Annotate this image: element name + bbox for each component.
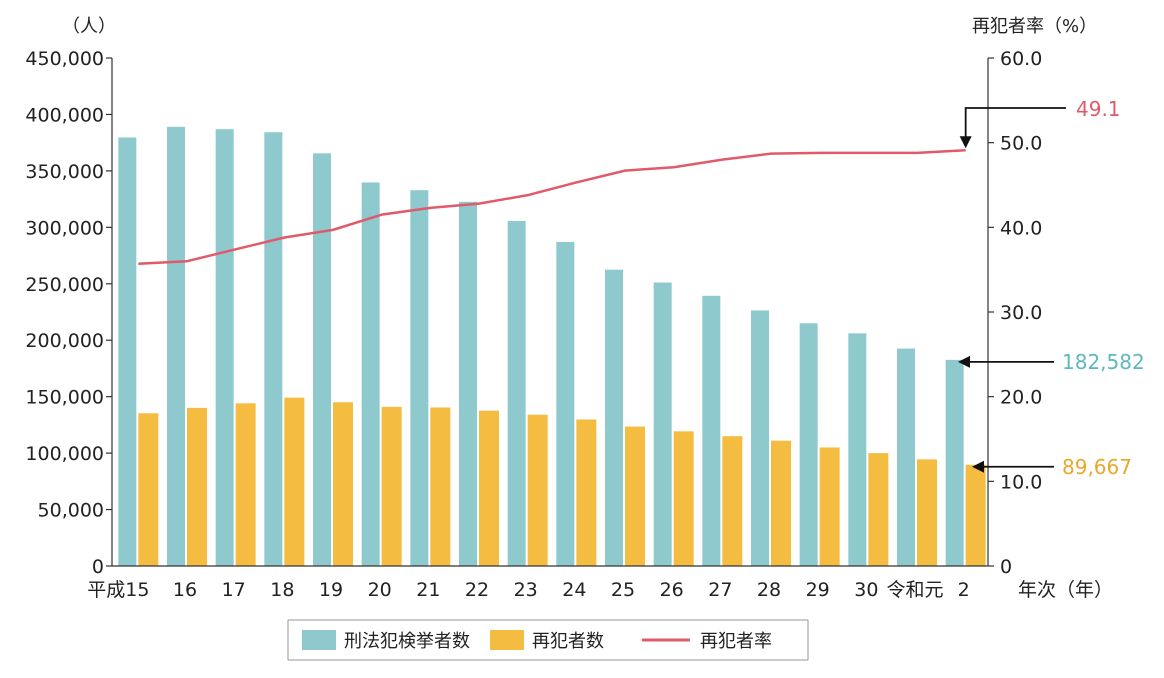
bar-arrests-5 bbox=[361, 182, 380, 566]
bar-reoffenders-0 bbox=[138, 413, 159, 566]
right-tick-label: 60.0 bbox=[1000, 48, 1042, 70]
left-tick-label: 450,000 bbox=[25, 48, 104, 70]
legend-label-arrests: 刑法犯検挙者数 bbox=[344, 631, 470, 652]
annotation-arrowhead-arrests bbox=[958, 355, 970, 368]
bar-reoffenders-12 bbox=[722, 436, 743, 566]
bar-arrests-6 bbox=[410, 190, 429, 567]
left-tick-label: 200,000 bbox=[25, 330, 104, 352]
legend-box bbox=[287, 619, 809, 661]
right-tick-label: 10.0 bbox=[1000, 471, 1042, 493]
annotation-arrowhead-reoffenders bbox=[972, 460, 984, 473]
bar-arrests-13 bbox=[751, 310, 769, 566]
right-tick-label: 20.0 bbox=[1000, 387, 1042, 409]
bar-reoffenders-7 bbox=[479, 410, 499, 566]
right-tick-labels: 0 10.0 20.0 30.0 40.0 50.0 60.0 bbox=[988, 48, 1042, 578]
left-tick-label: 100,000 bbox=[25, 443, 104, 465]
left-axis-unit: （人） bbox=[62, 16, 116, 37]
x-tick-label: 16 bbox=[173, 579, 197, 601]
annotations-layer: 49.1 182,582 89,667 bbox=[958, 97, 1145, 479]
bar-reoffenders-13 bbox=[771, 440, 791, 566]
x-axis-label: 年次（年） bbox=[1018, 579, 1113, 601]
bar-reoffenders-4 bbox=[333, 402, 353, 566]
right-tick-label: 0 bbox=[1000, 556, 1012, 578]
bar-arrests-16 bbox=[897, 348, 915, 566]
bar-arrests-2 bbox=[215, 129, 234, 566]
right-tick-label: 30.0 bbox=[1000, 302, 1042, 324]
left-tick-label: 300,000 bbox=[25, 217, 104, 239]
bar-reoffenders-16 bbox=[917, 459, 937, 566]
x-tick-label: 平成15 bbox=[87, 579, 149, 601]
bar-reoffenders-1 bbox=[187, 407, 207, 566]
bar-arrests-7 bbox=[459, 201, 477, 567]
bar-arrests-8 bbox=[507, 220, 526, 566]
bar-reoffenders-3 bbox=[284, 397, 305, 566]
bar-arrests-3 bbox=[264, 132, 283, 567]
x-tick-label: 25 bbox=[611, 579, 635, 601]
bar-arrests-12 bbox=[702, 295, 721, 566]
legend-swatch-arrests bbox=[302, 630, 336, 650]
bar-arrests-1 bbox=[167, 126, 185, 567]
annotation-arrests-value: 182,582 bbox=[1062, 350, 1145, 374]
x-tick-label: 18 bbox=[270, 579, 294, 601]
right-tick-label: 50.0 bbox=[1000, 133, 1042, 155]
bar-arrests-0 bbox=[118, 137, 137, 566]
bar-reoffenders-2 bbox=[235, 403, 256, 566]
bar-arrests-17 bbox=[945, 359, 964, 566]
annotation-arrowhead-rate bbox=[959, 136, 972, 149]
left-tick-label: 350,000 bbox=[25, 161, 104, 183]
bar-reoffenders-15 bbox=[868, 453, 889, 566]
left-tick-label: 0 bbox=[92, 556, 104, 578]
x-tick-label: 令和元 bbox=[886, 579, 943, 601]
x-tick-labels: 平成15 16 17 18 19 20 21 22 23 24 25 26 27 28 29 30 令和元 2 bbox=[87, 579, 969, 601]
x-tick-label: 22 bbox=[465, 579, 489, 601]
legend-swatch-reoffenders bbox=[490, 630, 524, 650]
x-tick-label: 24 bbox=[562, 579, 586, 601]
annotation-rate-value: 49.1 bbox=[1076, 97, 1121, 121]
x-tick-label: 20 bbox=[368, 579, 392, 601]
bar-arrests-11 bbox=[653, 282, 672, 566]
legend: 刑法犯検挙者数 再犯者数 再犯者率 bbox=[287, 619, 809, 661]
bar-reoffenders-17 bbox=[965, 464, 986, 566]
bars-layer bbox=[118, 126, 986, 567]
bar-reoffenders-8 bbox=[527, 414, 548, 566]
bar-reoffenders-6 bbox=[430, 407, 451, 566]
x-tick-label: 17 bbox=[222, 579, 246, 601]
x-tick-label: 2 bbox=[958, 579, 970, 601]
right-tick-label: 40.0 bbox=[1000, 217, 1042, 239]
bar-reoffenders-5 bbox=[381, 406, 402, 566]
x-tick-label: 23 bbox=[514, 579, 538, 601]
bar-arrests-15 bbox=[848, 333, 867, 566]
bar-reoffenders-11 bbox=[673, 431, 694, 566]
x-tick-label: 19 bbox=[319, 579, 343, 601]
x-tick-label: 21 bbox=[416, 579, 440, 601]
legend-label-rate: 再犯者率 bbox=[700, 631, 772, 652]
left-tick-label: 250,000 bbox=[25, 274, 104, 296]
bar-arrests-14 bbox=[799, 323, 818, 566]
bar-arrests-4 bbox=[313, 153, 331, 566]
bar-arrests-10 bbox=[605, 269, 623, 566]
left-tick-label: 150,000 bbox=[25, 387, 104, 409]
rate-line bbox=[138, 149, 966, 265]
bar-arrests-9 bbox=[556, 241, 575, 567]
annotation-reoffenders-value: 89,667 bbox=[1062, 455, 1132, 479]
legend-label-reoffenders: 再犯者数 bbox=[532, 631, 604, 652]
bar-reoffenders-14 bbox=[819, 447, 840, 566]
x-tick-label: 28 bbox=[757, 579, 781, 601]
x-tick-label: 27 bbox=[708, 579, 732, 601]
left-tick-label: 50,000 bbox=[38, 500, 104, 522]
x-tick-label: 29 bbox=[806, 579, 830, 601]
bar-reoffenders-10 bbox=[625, 426, 645, 566]
x-tick-label: 30 bbox=[854, 579, 878, 601]
left-tick-labels: 0 50,000 100,000 150,000 200,000 250,000 300,0… bbox=[25, 48, 112, 578]
rate-line-layer bbox=[138, 149, 966, 265]
bar-reoffenders-9 bbox=[576, 419, 597, 566]
left-tick-label: 400,000 bbox=[25, 104, 104, 126]
x-tick-label: 26 bbox=[660, 579, 684, 601]
right-axis-unit: 再犯者率（%） bbox=[972, 16, 1097, 37]
annotation-arrow-rate bbox=[964, 107, 1066, 143]
